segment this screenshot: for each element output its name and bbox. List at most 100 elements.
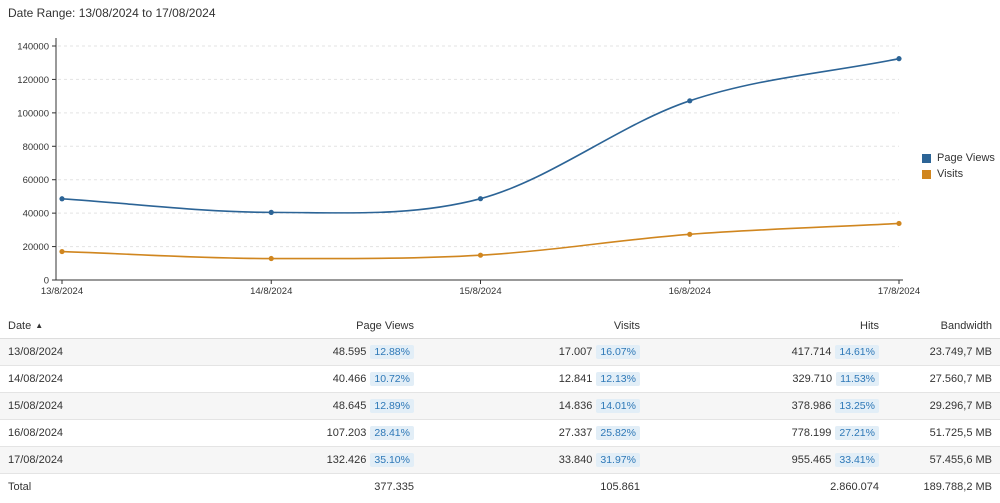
- page-views-percent-badge: 10.72%: [370, 372, 414, 386]
- hits-value: 778.199: [791, 427, 832, 439]
- date-range-label: Date Range: 13/08/2024 to 17/08/2024: [8, 6, 216, 20]
- page-views-swatch: [922, 153, 931, 163]
- total-bandwidth: 189.788,2 MB: [923, 481, 993, 493]
- x-tick-label: 13/8/2024: [41, 286, 83, 297]
- page-views-data-point: [896, 56, 902, 62]
- hits-value: 329.710: [792, 373, 833, 385]
- table-row: 13/08/2024 48.595 12.88% 17.007 16.07% 417…: [0, 338, 1000, 366]
- column-header-bandwidth[interactable]: Bandwidth: [887, 314, 1000, 339]
- y-tick-label: 80000: [23, 142, 49, 153]
- cell-visits: 14.836 14.01%: [422, 392, 648, 420]
- visits-data-point: [896, 220, 902, 227]
- visits-percent-badge: 12.13%: [596, 372, 640, 386]
- page-views-value: 132.426: [326, 454, 367, 466]
- hits-value: 955.465: [791, 454, 832, 466]
- page-views-value: 48.645: [332, 400, 367, 412]
- visits-value: 17.007: [558, 346, 593, 358]
- hits-value: 417.714: [791, 346, 832, 358]
- cell-bandwidth: 51.725,5 MB: [887, 419, 1000, 447]
- visits-value: 14.836: [558, 400, 593, 412]
- hits-percent-badge: 11.53%: [836, 372, 879, 386]
- cell-date: 14/08/2024: [0, 365, 166, 393]
- y-tick-label: 20000: [23, 242, 49, 253]
- visits-data-point: [687, 231, 693, 237]
- table-total-row: Total 377.335 105.861 2.860.074 189.788,…: [0, 474, 1000, 501]
- page-views-data-point: [477, 196, 484, 202]
- page-views-value: 40.466: [332, 373, 367, 385]
- visits-value: 12.841: [558, 373, 593, 385]
- y-tick-label: 100000: [17, 108, 49, 119]
- hits-percent-badge: 27.21%: [835, 426, 879, 440]
- hits-percent-badge: 33.41%: [835, 453, 879, 467]
- cell-page-views: 132.426 35.10%: [166, 446, 422, 474]
- cell-date: 16/08/2024: [0, 419, 166, 447]
- cell-hits: 417.714 14.61%: [648, 338, 887, 366]
- y-tick-label: 0: [44, 276, 49, 287]
- page-views-value: 48.595: [332, 346, 367, 358]
- column-header-visits[interactable]: Visits: [422, 314, 648, 339]
- cell-visits: 27.337 25.82%: [422, 419, 648, 447]
- table-row: 15/08/2024 48.645 12.89% 14.836 14.01% 378…: [0, 392, 1000, 420]
- cell-bandwidth: 29.296,7 MB: [887, 392, 1000, 420]
- visits-swatch: [922, 169, 931, 179]
- column-header-page-views[interactable]: Page Views: [166, 314, 422, 339]
- legend-item-visits[interactable]: Visits: [922, 166, 995, 182]
- visits-data-point: [59, 248, 65, 255]
- sort-ascending-icon: ▲: [35, 321, 44, 330]
- visits-value: 27.337: [558, 427, 593, 439]
- cell-page-views: 48.595 12.88%: [166, 338, 422, 366]
- total-label: Total: [8, 481, 32, 493]
- page-views-data-point: [268, 209, 274, 215]
- legend-label-page-views: Page Views: [937, 152, 995, 164]
- cell-bandwidth: 57.455,6 MB: [887, 446, 1000, 474]
- cell-hits: 778.199 27.21%: [648, 419, 887, 447]
- legend-label-visits: Visits: [937, 168, 964, 180]
- line-chart: 0 20000 40000 60000 80000 100000 120000 140000 1…: [17, 38, 920, 297]
- page-views-percent-badge: 12.89%: [370, 399, 414, 413]
- page-views-value: 107.203: [326, 427, 367, 439]
- x-tick-label: 14/8/2024: [250, 286, 292, 297]
- y-tick-label: 140000: [17, 42, 49, 53]
- page-views-series-line: [61, 57, 900, 214]
- chart-legend: Page Views Visits: [922, 150, 995, 182]
- cell-date: 13/08/2024: [0, 338, 166, 366]
- y-tick-label: 40000: [23, 209, 49, 220]
- visits-percent-badge: 31.97%: [596, 453, 640, 467]
- legend-item-page-views[interactable]: Page Views: [922, 150, 995, 166]
- visits-value: 33.840: [558, 454, 593, 466]
- table-row: 14/08/2024 40.466 10.72% 12.841 12.13% 329…: [0, 365, 1000, 393]
- column-header-date-label: Date: [8, 320, 32, 332]
- cell-hits: 329.710 11.53%: [648, 365, 887, 393]
- y-tick-label: 120000: [17, 75, 49, 86]
- page-views-data-point: [687, 98, 693, 104]
- hits-percent-badge: 13.25%: [835, 399, 879, 413]
- cell-page-views: 107.203 28.41%: [166, 419, 422, 447]
- table-row: 17/08/2024 132.426 35.10% 33.840 31.97% 95…: [0, 446, 1000, 474]
- total-page-views: 377.335: [374, 481, 414, 493]
- hits-value: 378.986: [791, 400, 832, 412]
- column-header-hits[interactable]: Hits: [648, 314, 887, 339]
- table-header-row: Date ▲ Page Views Visits Hits Bandwidth: [0, 314, 1000, 339]
- x-tick-label: 15/8/2024: [459, 286, 501, 297]
- visits-percent-badge: 25.82%: [596, 426, 640, 440]
- cell-hits: 378.986 13.25%: [648, 392, 887, 420]
- x-tick-label: 16/8/2024: [669, 286, 711, 297]
- table-row: 16/08/2024 107.203 28.41% 27.337 25.82% 77…: [0, 419, 1000, 447]
- cell-hits: 955.465 33.41%: [648, 446, 887, 474]
- cell-page-views: 48.645 12.89%: [166, 392, 422, 420]
- total-visits: 105.861: [600, 481, 640, 493]
- cell-page-views: 40.466 10.72%: [166, 365, 422, 393]
- page-views-percent-badge: 35.10%: [370, 453, 414, 467]
- total-hits: 2.860.074: [830, 481, 879, 493]
- column-header-date[interactable]: Date ▲: [0, 314, 166, 339]
- page-views-percent-badge: 28.41%: [370, 426, 414, 440]
- cell-visits: 17.007 16.07%: [422, 338, 648, 366]
- cell-date: 15/08/2024: [0, 392, 166, 420]
- x-tick-label: 17/8/2024: [878, 286, 920, 297]
- cell-bandwidth: 27.560,7 MB: [887, 365, 1000, 393]
- cell-date: 17/08/2024: [0, 446, 166, 474]
- visits-data-point: [268, 255, 274, 262]
- cell-visits: 33.840 31.97%: [422, 446, 648, 474]
- cell-bandwidth: 23.749,7 MB: [887, 338, 1000, 366]
- visits-data-point: [477, 252, 484, 258]
